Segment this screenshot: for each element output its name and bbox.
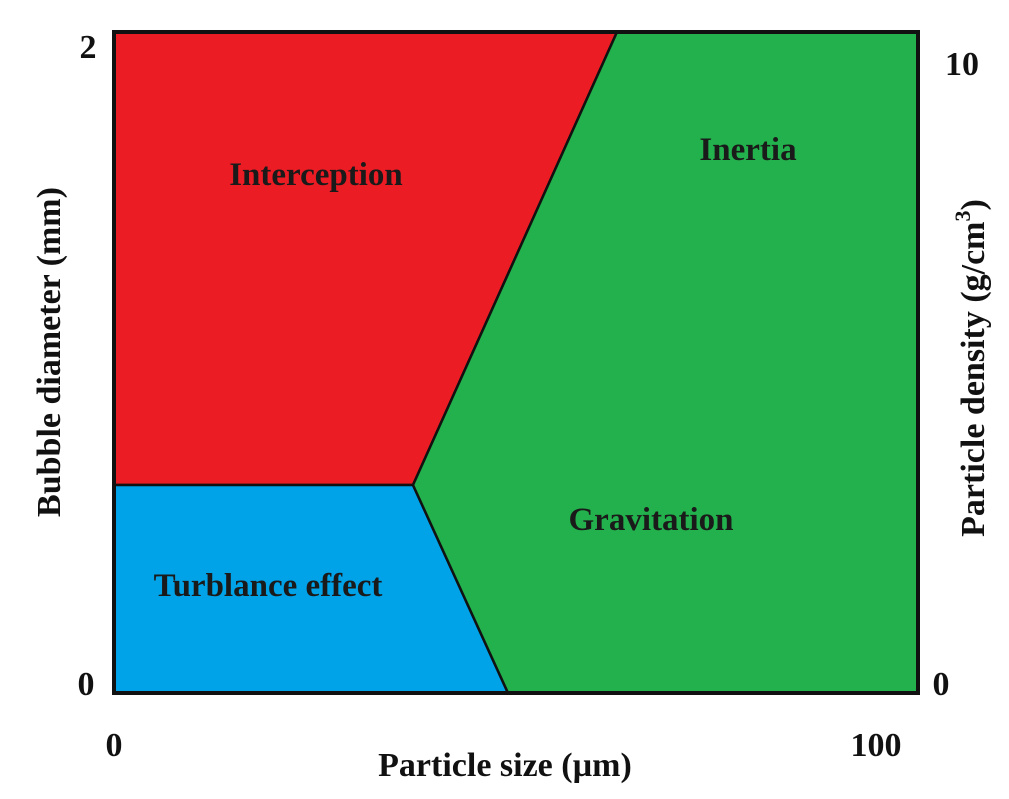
x-axis-min: 0: [106, 727, 123, 764]
x-axis-max: 100: [851, 727, 902, 764]
right-axis-label: Particle density (g/cm3): [950, 199, 992, 537]
left-axis-max: 2: [80, 29, 97, 66]
left-axis-label: Bubble diameter (mm): [31, 187, 68, 517]
label-inertia: Inertia: [699, 132, 796, 168]
label-turbulence: Turblance effect: [154, 568, 383, 604]
right-axis-label-main: Particle density (g/cm: [955, 221, 992, 536]
label-gravitation: Gravitation: [569, 502, 734, 538]
left-axis-min: 0: [78, 666, 95, 703]
right-axis-label-sup: 3: [950, 210, 975, 221]
plot-frame: [112, 30, 920, 695]
right-axis-max: 10: [945, 46, 979, 83]
right-axis-label-end: ): [955, 199, 992, 210]
right-axis-min: 0: [933, 666, 950, 703]
label-interception: Interception: [229, 157, 403, 193]
x-axis-label: Particle size (µm): [378, 747, 632, 784]
